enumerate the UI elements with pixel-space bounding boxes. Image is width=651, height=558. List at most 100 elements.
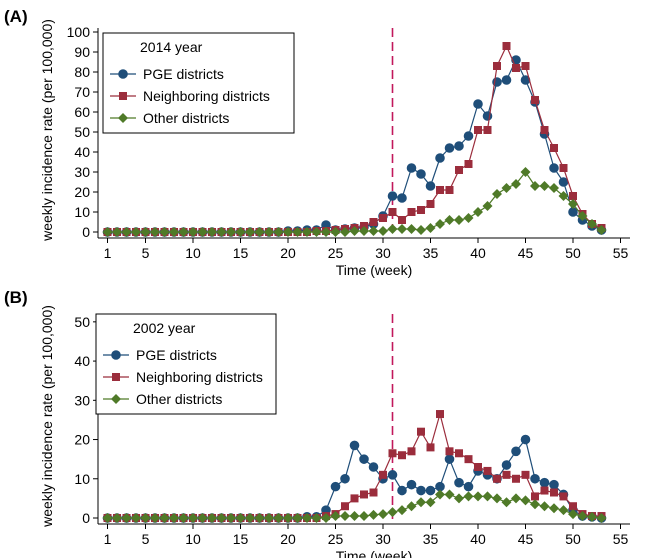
data-point (406, 163, 417, 173)
data-point (492, 493, 502, 504)
legend: 2002 year PGE districts Neighboring distri… (95, 313, 277, 415)
data-point (273, 513, 284, 523)
y-tick-label: 70 (74, 84, 90, 100)
data-point (558, 177, 569, 187)
data-point (369, 488, 378, 497)
data-point (502, 42, 511, 50)
data-point (379, 470, 387, 479)
data-point (426, 200, 435, 208)
data-point (463, 491, 474, 502)
data-point (425, 223, 436, 233)
y-tick-label: 20 (74, 184, 90, 200)
data-point (559, 164, 568, 172)
data-point (226, 513, 236, 523)
data-point (245, 227, 255, 237)
data-point (150, 227, 160, 237)
data-point (549, 479, 559, 490)
data-point (483, 126, 492, 134)
data-point (435, 489, 445, 500)
y-tick-label: 50 (74, 314, 90, 330)
data-point (436, 410, 444, 419)
data-point (482, 491, 493, 502)
data-point (425, 181, 436, 191)
data-point (569, 192, 577, 200)
data-point (102, 227, 113, 237)
x-tick-label: 45 (518, 531, 534, 547)
data-point (550, 144, 558, 152)
data-point (330, 511, 341, 522)
legend-entry: Neighboring districts (143, 88, 270, 104)
data-point (264, 513, 274, 523)
data-point (435, 219, 445, 229)
data-point (511, 446, 521, 457)
y-tick-label: 90 (74, 44, 90, 60)
data-point (406, 479, 417, 490)
y-tick-label: 0 (82, 510, 90, 526)
data-point (150, 513, 160, 523)
data-point (435, 153, 445, 163)
legend-marker (111, 350, 121, 360)
data-point (473, 99, 483, 109)
data-point (596, 513, 607, 523)
data-point (388, 208, 397, 216)
data-point (455, 449, 463, 458)
data-point (502, 470, 511, 479)
data-point (511, 493, 521, 504)
data-point (463, 481, 474, 492)
y-axis-title: weekly incidence rate (per 100,000) (39, 305, 55, 528)
data-point (159, 513, 170, 523)
y-tick-label: 10 (74, 204, 90, 220)
data-point (340, 511, 350, 522)
data-point (501, 183, 512, 193)
x-tick-label: 45 (518, 245, 534, 261)
data-point (131, 513, 141, 523)
data-point (444, 215, 455, 225)
legend-title: 2014 year (140, 39, 203, 55)
y-tick-label: 0 (82, 224, 90, 240)
data-point (321, 513, 331, 523)
data-point (226, 227, 236, 237)
y-tick-label: 80 (74, 64, 90, 80)
data-point (359, 511, 369, 522)
x-tick-label: 55 (613, 531, 629, 547)
data-point (169, 513, 179, 523)
data-point (379, 214, 387, 222)
data-point (539, 501, 550, 512)
y-tick-label: 100 (67, 24, 91, 40)
data-point (283, 227, 293, 237)
data-point (416, 497, 426, 508)
x-tick-label: 25 (328, 531, 344, 547)
data-point (311, 513, 322, 523)
series-pge (102, 434, 607, 523)
data-point (521, 62, 530, 70)
data-point (454, 493, 464, 504)
data-point (359, 226, 369, 236)
data-point (512, 474, 520, 483)
data-point (417, 427, 425, 436)
y-axis-title: weekly incidence rate (per 100,000) (39, 19, 55, 242)
y-tick-label: 30 (74, 392, 90, 408)
data-point (131, 227, 141, 237)
data-point (407, 447, 416, 456)
data-point (416, 225, 426, 235)
x-tick-label: 10 (185, 245, 201, 261)
data-point (549, 183, 559, 193)
data-point (417, 206, 425, 214)
x-tick-label: 30 (375, 245, 391, 261)
data-point (207, 513, 217, 523)
data-point (302, 513, 312, 523)
data-point (340, 227, 350, 237)
data-point (520, 167, 531, 177)
data-point (178, 227, 189, 237)
data-point (330, 227, 341, 237)
data-point (407, 208, 416, 216)
data-point (540, 486, 549, 495)
data-point (587, 511, 597, 522)
data-point (397, 193, 407, 203)
y-tick-label: 40 (74, 353, 90, 369)
data-point (416, 169, 426, 179)
data-point (568, 509, 578, 520)
y-tick-label: 40 (74, 144, 90, 160)
